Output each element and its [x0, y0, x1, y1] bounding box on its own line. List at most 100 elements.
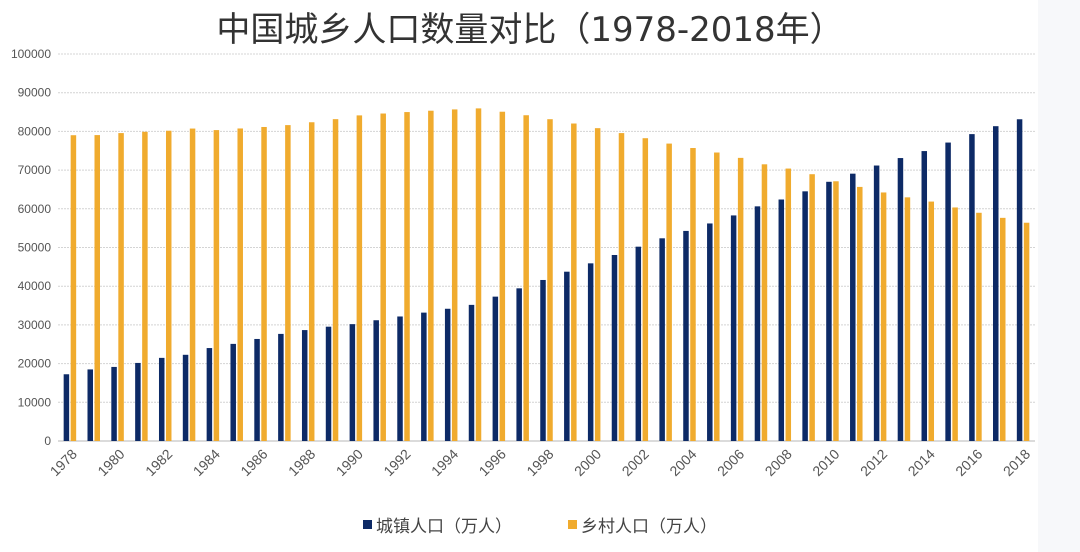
- bar-rural-2009: [809, 174, 815, 441]
- bar-urban-2014: [921, 151, 928, 441]
- bar-urban-1992: [397, 316, 403, 441]
- bar-rural-1981: [142, 131, 148, 441]
- y-tick-label: 100000: [11, 47, 51, 61]
- y-tick-label: 30000: [18, 318, 52, 332]
- y-tick-label: 40000: [18, 279, 52, 293]
- x-tick-label: 2014: [905, 446, 938, 479]
- bar-urban-1979: [87, 369, 93, 441]
- bar-rural-1993: [428, 110, 434, 441]
- bar-urban-1982: [158, 357, 165, 441]
- bar-rural-1988: [308, 122, 315, 442]
- bar-urban-1996: [492, 296, 499, 441]
- bar-rural-2016: [976, 212, 982, 441]
- bar-rural-1982: [165, 130, 172, 441]
- bar-rural-2015: [952, 207, 958, 441]
- x-tick-label: 2004: [666, 446, 699, 479]
- bar-urban-2005: [707, 223, 713, 441]
- bar-urban-2004: [683, 230, 689, 441]
- bar-urban-2018: [1016, 119, 1023, 441]
- bar-rural-1997: [523, 115, 529, 441]
- bar-urban-2015: [945, 142, 951, 441]
- bar-rural-1990: [356, 115, 363, 442]
- bar-rural-1986: [261, 126, 267, 442]
- x-tick-label: 2008: [762, 446, 795, 479]
- x-tick-label: 2002: [619, 446, 652, 479]
- bar-urban-2013: [897, 158, 904, 441]
- bars: [63, 108, 1030, 442]
- x-tick-label: 1986: [237, 446, 270, 479]
- y-tick-label: 10000: [18, 395, 52, 409]
- bar-urban-2009: [802, 191, 808, 441]
- bar-urban-1994: [444, 308, 451, 441]
- x-axis-ticks: 1978 1980 1982 1984 1986 1988 1990 1992 1994 1996…: [47, 446, 1034, 479]
- x-tick-label: 2006: [714, 446, 747, 479]
- bar-urban-1995: [468, 304, 475, 441]
- bar-urban-1985: [230, 343, 236, 441]
- bar-rural-2018: [1023, 222, 1030, 441]
- x-tick-label: 2010: [809, 446, 842, 479]
- bar-rural-2002: [642, 138, 649, 441]
- bar-urban-1990: [349, 324, 356, 441]
- y-tick-label: 70000: [18, 163, 52, 177]
- bar-urban-1986: [254, 338, 260, 441]
- bar-rural-2014: [928, 201, 935, 441]
- legend-swatch-rural: [568, 520, 577, 529]
- bar-urban-2000: [587, 263, 594, 441]
- bar-urban-1983: [182, 354, 189, 441]
- bar-rural-1985: [237, 128, 243, 442]
- bar-urban-2006: [730, 215, 737, 441]
- bar-rural-2011: [857, 186, 863, 441]
- bar-rural-2008: [785, 168, 792, 442]
- y-axis-ticks: 0 10000 20000 30000 40000 50000 60000 70000 8000…: [11, 47, 51, 448]
- bar-urban-1989: [325, 326, 332, 441]
- bar-rural-1992: [404, 112, 410, 441]
- page-edge-shade: [1038, 0, 1080, 552]
- x-tick-label: 2018: [1000, 446, 1033, 479]
- bar-rural-2006: [737, 157, 744, 442]
- bar-urban-1997: [516, 288, 522, 441]
- bar-urban-2008: [778, 199, 785, 441]
- bar-rural-2005: [714, 152, 720, 442]
- bar-rural-1984: [213, 130, 220, 441]
- bar-rural-2012: [880, 192, 887, 441]
- bar-urban-1980: [111, 366, 117, 441]
- bar-rural-2003: [666, 143, 672, 442]
- bar-rural-1989: [332, 119, 339, 441]
- x-tick-label: 2000: [571, 446, 604, 479]
- y-tick-label: 50000: [18, 241, 52, 255]
- bar-urban-1984: [206, 348, 213, 441]
- bar-urban-1978: [63, 374, 70, 441]
- x-tick-label: 1994: [428, 446, 461, 479]
- chart-title: 中国城乡人口数量对比（1978-2018年）: [216, 10, 844, 50]
- x-tick-label: 1996: [476, 446, 509, 479]
- x-tick-label: 1984: [190, 446, 223, 479]
- bar-rural-1980: [118, 133, 124, 442]
- bar-urban-1981: [135, 362, 141, 441]
- bar-urban-1987: [278, 333, 284, 441]
- bar-rural-1991: [380, 113, 386, 441]
- bar-rural-1983: [189, 128, 196, 441]
- bar-urban-2012: [873, 165, 880, 441]
- bar-rural-2010: [833, 181, 839, 441]
- x-tick-label: 1998: [523, 446, 556, 479]
- bar-rural-2017: [1000, 217, 1006, 441]
- bar-rural-1995: [475, 108, 482, 442]
- bar-urban-2011: [850, 173, 856, 441]
- bar-urban-1993: [421, 312, 427, 441]
- y-tick-label: 60000: [18, 202, 52, 216]
- y-tick-label: 90000: [18, 86, 52, 100]
- legend-item-rural: 乡村人口（万人）: [568, 512, 717, 537]
- bar-rural-2013: [904, 197, 911, 441]
- y-tick-label: 80000: [18, 124, 52, 138]
- legend-swatch-urban: [363, 520, 372, 529]
- bar-rural-2007: [761, 164, 768, 441]
- x-tick-label: 1980: [94, 446, 127, 479]
- y-tick-label: 0: [44, 434, 51, 448]
- bar-rural-1994: [451, 109, 458, 442]
- x-tick-label: 2016: [952, 446, 985, 479]
- legend-label-rural: 乡村人口（万人）: [581, 517, 717, 537]
- bar-urban-2002: [635, 246, 642, 441]
- bar-urban-1988: [301, 330, 308, 441]
- bar-urban-1991: [373, 320, 379, 441]
- bar-rural-1999: [571, 123, 577, 441]
